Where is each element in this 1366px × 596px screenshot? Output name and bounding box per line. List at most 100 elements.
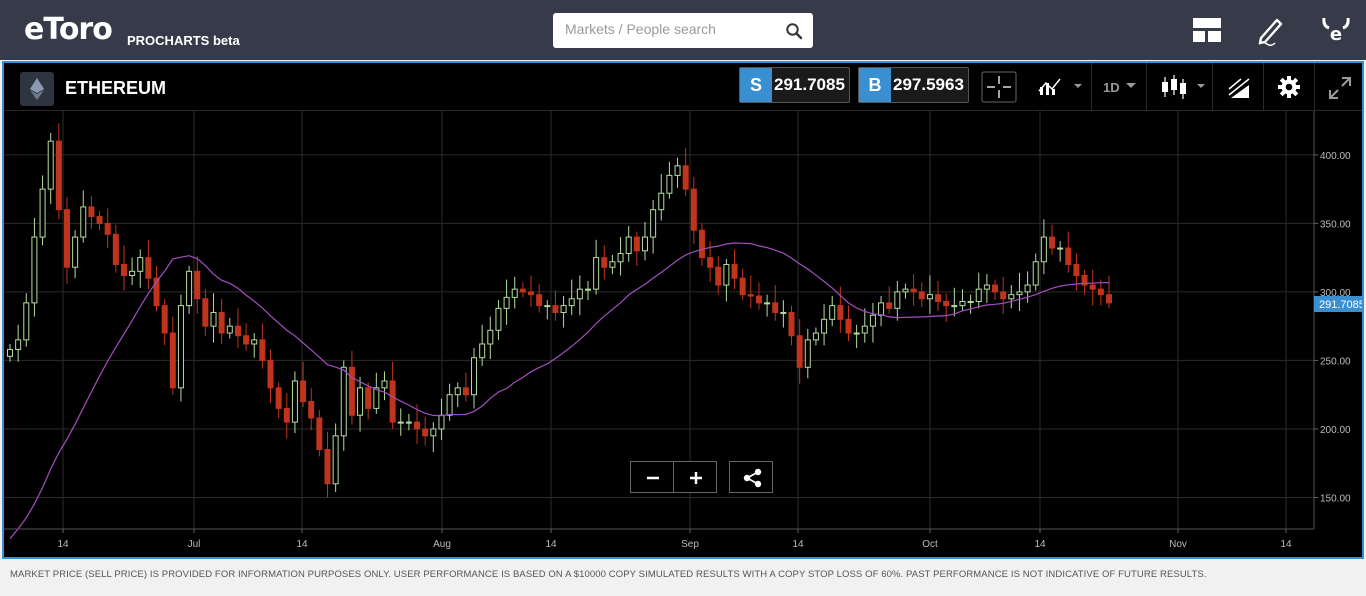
- candle: [1049, 224, 1056, 255]
- candle: [405, 413, 412, 431]
- candle: [202, 289, 209, 336]
- fullscreen-button[interactable]: [1314, 63, 1362, 111]
- buy-label: B: [859, 68, 891, 102]
- y-tick-label: 400.00: [1320, 151, 1351, 162]
- drawing-tools-icon: [1228, 78, 1250, 98]
- sell-price: 291.7085: [774, 75, 845, 94]
- candle: [609, 254, 616, 275]
- buy-price-button[interactable]: B 297.5963: [858, 67, 969, 103]
- crosshair-icon: [981, 71, 1017, 103]
- candle: [715, 256, 722, 295]
- candle: [584, 280, 591, 301]
- ethereum-icon: [20, 72, 54, 106]
- candle: [348, 350, 355, 425]
- settings-button[interactable]: [1263, 63, 1313, 111]
- search-input[interactable]: [565, 21, 775, 37]
- zoom-in-button[interactable]: [673, 461, 717, 493]
- y-tick-label: 150.00: [1320, 493, 1351, 504]
- candle: [186, 265, 193, 314]
- candle: [992, 279, 999, 301]
- candle: [39, 175, 46, 246]
- y-tick-label: 250.00: [1320, 356, 1351, 367]
- candle: [967, 294, 974, 314]
- candle: [210, 293, 217, 343]
- candle: [935, 280, 942, 312]
- candle: [707, 241, 714, 283]
- candle: [462, 372, 469, 402]
- candle: [72, 230, 79, 279]
- candle: [153, 265, 160, 312]
- candle: [259, 323, 266, 369]
- candle: [104, 208, 111, 249]
- chart-header: ETHEREUM S 291.7085 B 297.5963: [4, 63, 1362, 111]
- candle: [804, 328, 811, 379]
- candle: [63, 197, 70, 284]
- candle: [829, 296, 836, 327]
- candle: [796, 319, 803, 384]
- candle: [503, 279, 510, 325]
- candle: [853, 324, 860, 349]
- y-tick-label: 300.00: [1320, 288, 1351, 299]
- zoom-out-button[interactable]: [630, 461, 674, 493]
- candle: [617, 237, 624, 276]
- layout-icon[interactable]: [1191, 14, 1223, 46]
- x-tick-label: 14: [296, 539, 308, 550]
- candle: [1065, 231, 1072, 273]
- share-icon: [743, 468, 762, 488]
- candle: [625, 226, 632, 262]
- candle: [528, 275, 535, 307]
- search-icon[interactable]: [785, 22, 803, 40]
- candle: [1057, 241, 1064, 262]
- price-marker-label: 291.7085: [1319, 299, 1362, 311]
- chart-type-button[interactable]: [1146, 63, 1211, 111]
- candle: [454, 382, 461, 408]
- candle: [983, 274, 990, 303]
- timeframe-dropdown[interactable]: 1D: [1091, 63, 1145, 111]
- candle: [381, 371, 388, 401]
- candle: [943, 293, 950, 323]
- etoro-logo[interactable]: eToro: [24, 12, 113, 47]
- candle: [7, 343, 13, 362]
- candle: [1016, 272, 1023, 312]
- candle: [438, 398, 445, 440]
- candle: [397, 408, 404, 436]
- candle: [821, 304, 828, 346]
- pencil-icon[interactable]: [1255, 14, 1287, 46]
- candle: [194, 256, 201, 314]
- candle: [234, 308, 241, 349]
- price-marker: 291.7085: [1314, 296, 1362, 312]
- x-tick-label: 14: [1280, 539, 1292, 550]
- price-chart[interactable]: 150.00 200.00 250.00 300.00 350.00 400.00 14 Ju…: [4, 111, 1362, 557]
- search-box[interactable]: [553, 13, 813, 48]
- sell-price-button[interactable]: S 291.7085: [739, 67, 850, 103]
- share-button[interactable]: [729, 461, 773, 493]
- etoro-bull-icon[interactable]: e: [1320, 14, 1352, 46]
- candle: [373, 372, 380, 414]
- chart-overlay-button[interactable]: [1028, 63, 1090, 111]
- crosshair-button[interactable]: [979, 63, 1021, 111]
- candle: [755, 282, 762, 310]
- candle: [544, 300, 551, 320]
- candle: [731, 249, 738, 290]
- candle: [365, 382, 372, 420]
- candle: [674, 157, 681, 188]
- candle: [177, 294, 184, 402]
- candle: [487, 316, 494, 360]
- candle: [519, 282, 526, 298]
- drawing-tools-button[interactable]: [1212, 63, 1262, 111]
- candle: [226, 317, 233, 339]
- candle: [772, 285, 779, 321]
- candle: [788, 305, 795, 346]
- asset-name: ETHEREUM: [65, 78, 167, 98]
- candle: [275, 382, 282, 418]
- candle: [698, 223, 705, 266]
- x-tick-label: Nov: [1169, 539, 1187, 550]
- candle: [861, 308, 868, 343]
- candle: [869, 302, 876, 343]
- gear-icon: [1278, 76, 1300, 98]
- x-tick-label: 14: [545, 539, 557, 550]
- candle: [633, 231, 640, 266]
- candle: [1073, 253, 1080, 291]
- plus-icon: [690, 472, 702, 484]
- buy-price: 297.5963: [893, 75, 964, 94]
